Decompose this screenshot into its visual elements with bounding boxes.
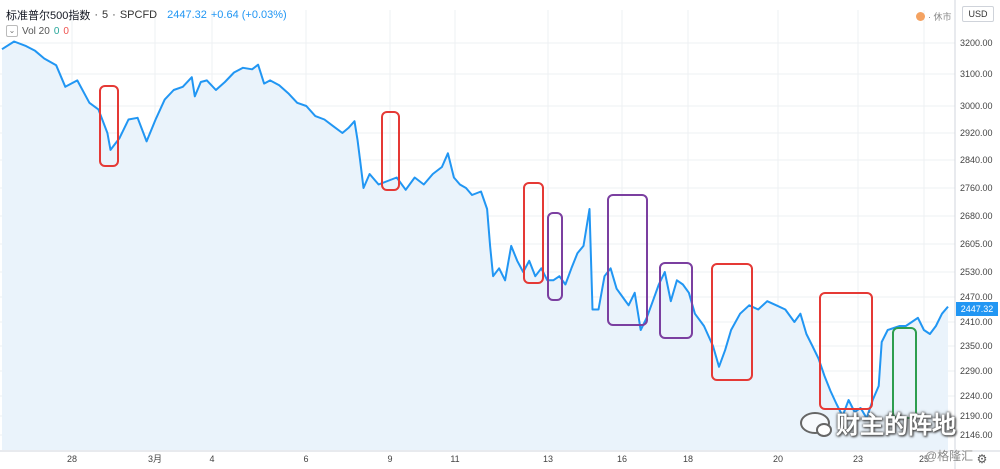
last-price-tag: 2447.32 — [956, 302, 998, 316]
interval-label[interactable]: 5 — [102, 9, 109, 21]
last-price: 2447.32 — [167, 9, 207, 21]
y-tick-label: 2240.00 — [960, 391, 993, 401]
symbol-header: 标准普尔500指数 · 5 · SPCFD 2447.32 +0.64 (+0.… — [6, 6, 287, 24]
watermark: 财主的阵地 — [800, 405, 956, 440]
x-tick-label: 3月 — [148, 454, 162, 464]
volume-label: Vol 20 — [22, 25, 50, 37]
highlight-box — [99, 85, 119, 167]
x-tick-label: 11 — [450, 454, 459, 464]
market-status-label: · 休市 — [928, 11, 952, 22]
x-tick-label: 20 — [773, 454, 783, 464]
separator-dot: · — [112, 9, 116, 21]
watermark-small: @格隆汇 — [925, 449, 974, 463]
volume-value-b: 0 — [63, 25, 69, 37]
y-tick-label: 2470.00 — [960, 292, 993, 302]
y-tick-label: 2680.00 — [960, 211, 993, 221]
x-tick-label: 9 — [387, 454, 392, 464]
chevron-down-icon[interactable]: ⌄ — [6, 25, 18, 37]
highlight-box — [381, 111, 400, 191]
exchange-label: SPCFD — [119, 9, 158, 21]
series-area — [2, 41, 948, 450]
y-tick-label: 3100.00 — [960, 69, 993, 79]
x-tick-label: 28 — [67, 454, 77, 464]
market-status: · 休市 — [916, 9, 952, 23]
y-tick-label: 2290.00 — [960, 366, 993, 376]
y-tick-label: 3200.00 — [960, 38, 993, 48]
y-tick-label: 2146.00 — [960, 430, 993, 440]
highlight-box — [607, 194, 648, 326]
watermark-text: 财主的阵地 — [836, 412, 956, 439]
x-tick-label: 6 — [303, 454, 308, 464]
x-tick-label: 25 — [919, 454, 929, 464]
y-tick-label: 2350.00 — [960, 341, 993, 351]
x-tick-label: 16 — [617, 454, 627, 464]
price-change: +0.64 (+0.03%) — [210, 9, 287, 21]
x-tick-label: 18 — [683, 454, 693, 464]
highlight-box — [523, 182, 544, 284]
highlight-box — [547, 212, 563, 301]
chat-bubble-icon — [800, 411, 832, 437]
status-dot-icon — [916, 11, 925, 21]
y-tick-label: 2190.00 — [960, 411, 993, 421]
volume-value-a: 0 — [53, 25, 60, 37]
highlight-box — [892, 327, 917, 419]
y-tick-label: 2760.00 — [960, 183, 993, 193]
x-tick-label: 13 — [543, 454, 553, 464]
symbol-name[interactable]: 标准普尔500指数 — [6, 10, 91, 22]
y-tick-label: 2530.00 — [960, 267, 993, 277]
x-tick-label: 23 — [853, 454, 863, 464]
y-tick-label: 2840.00 — [960, 155, 993, 165]
x-tick-label: 4 — [209, 454, 214, 464]
highlight-box — [819, 292, 873, 410]
currency-button[interactable]: USD — [962, 6, 994, 22]
y-tick-label: 2410.00 — [960, 317, 993, 327]
highlight-box — [711, 263, 753, 381]
y-tick-label: 2605.00 — [960, 239, 993, 249]
gear-icon[interactable]: ⚙ — [976, 452, 988, 466]
volume-indicator[interactable]: ⌄ Vol 20 0 0 — [6, 24, 69, 38]
y-tick-label: 3000.00 — [960, 101, 993, 111]
y-tick-label: 2920.00 — [960, 128, 993, 138]
separator-dot: · — [94, 9, 99, 21]
highlight-box — [659, 262, 693, 339]
